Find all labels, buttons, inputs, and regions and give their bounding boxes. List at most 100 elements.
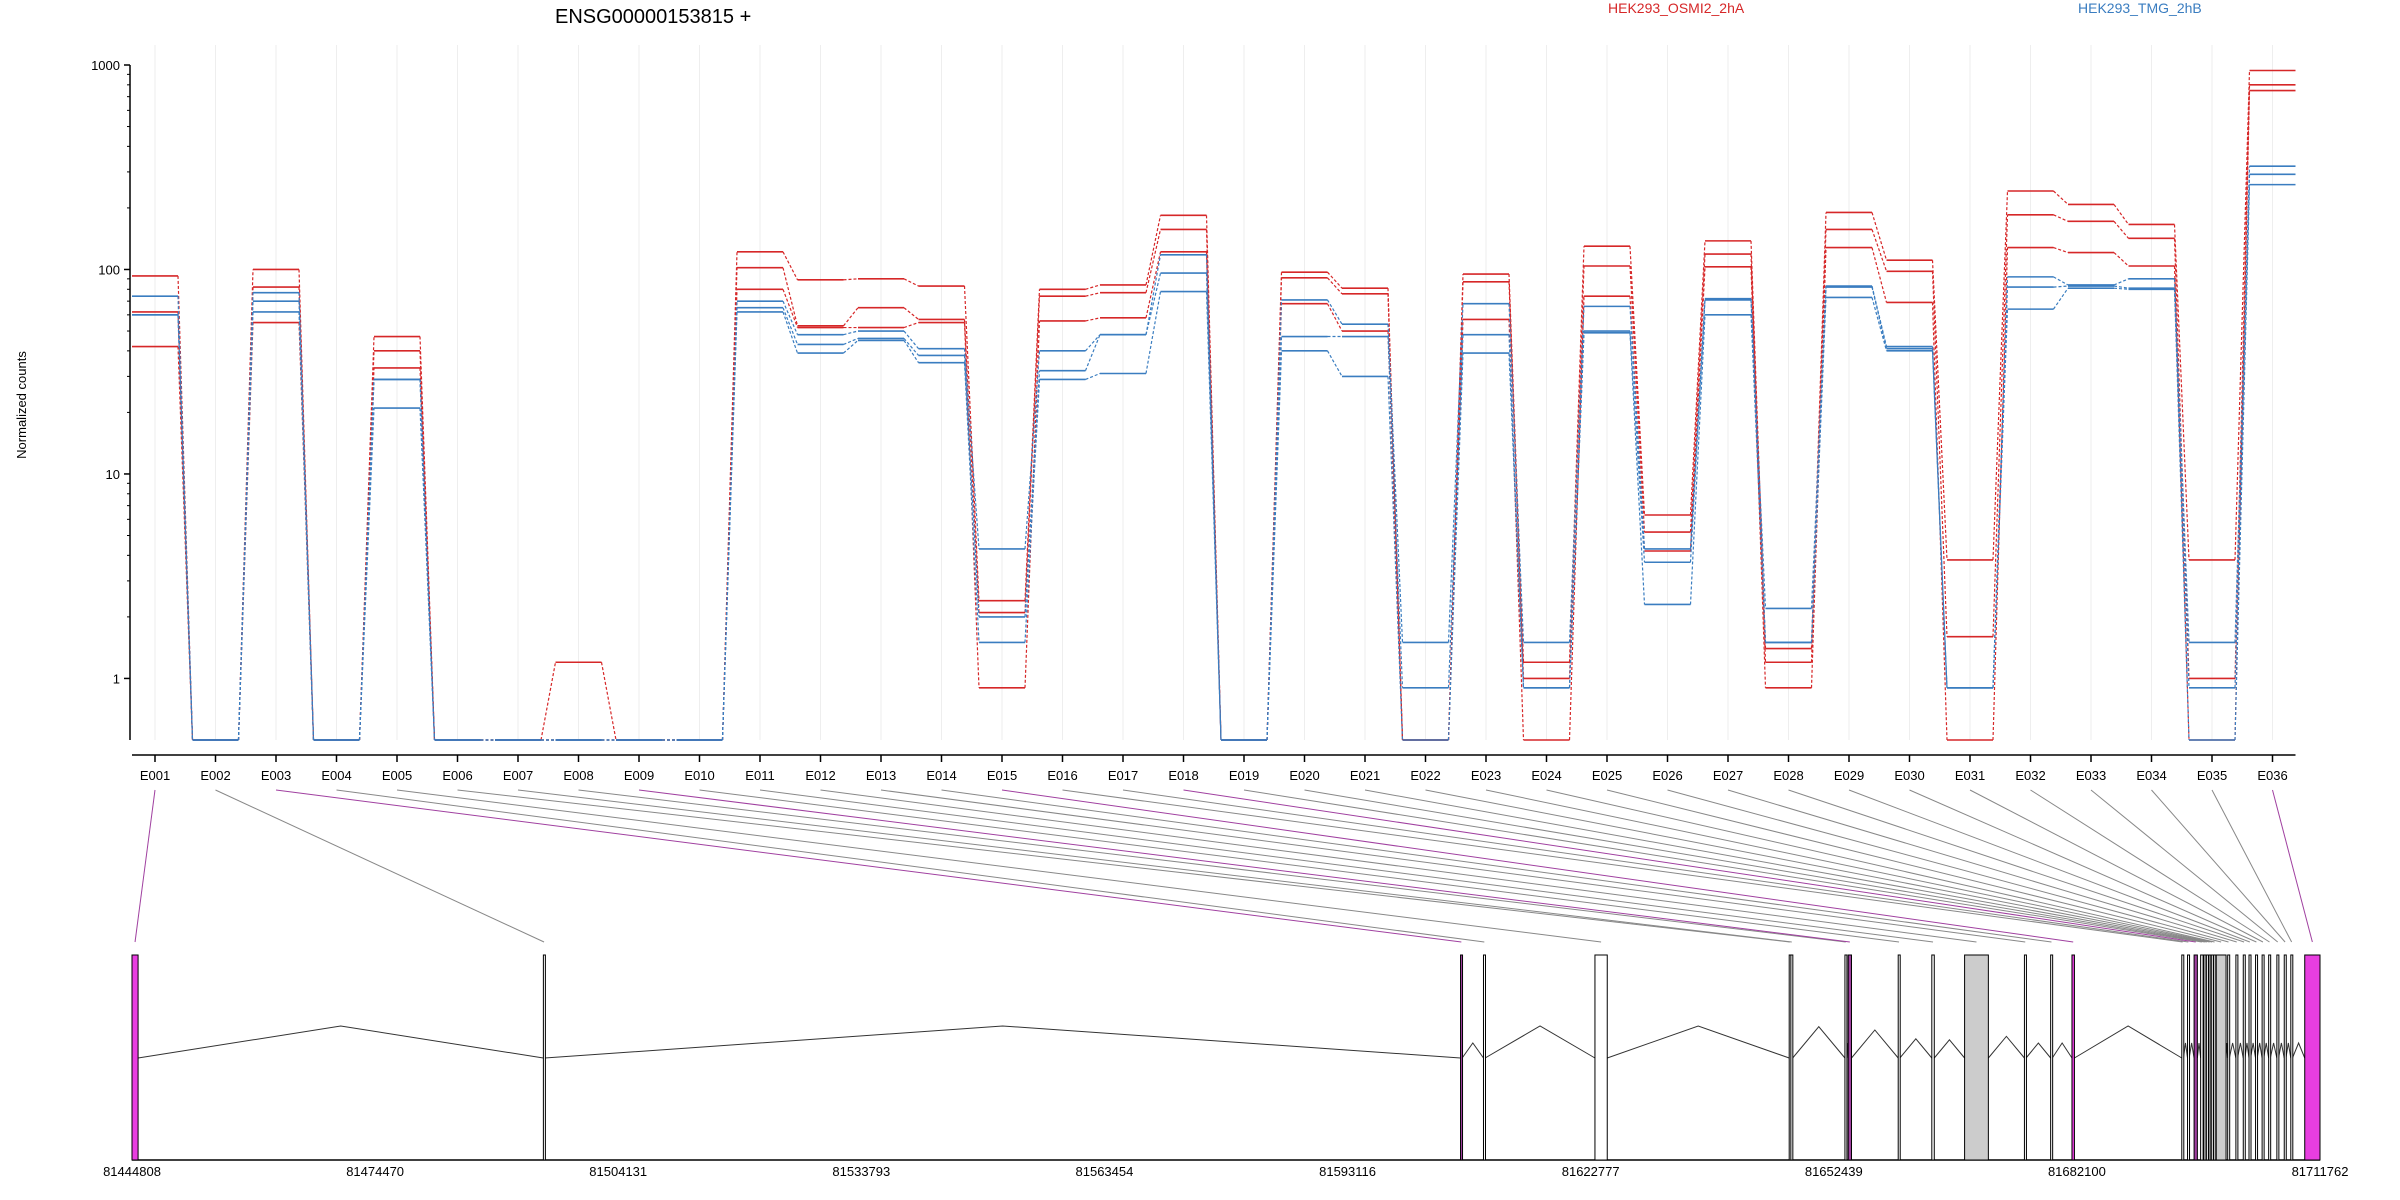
exon-box-e016: [2181, 954, 2185, 1161]
exon-connector-e018: [1183, 789, 2196, 943]
series-0-connector: [2053, 190, 2069, 205]
series-3-connector: [1447, 303, 1464, 643]
series-0-connector: [1992, 190, 2009, 560]
series-5-connector: [298, 311, 315, 741]
x-tick-label-e014: E014: [926, 768, 956, 783]
x-tick-label-e021: E021: [1350, 768, 1380, 783]
series-1-connector: [1992, 214, 2009, 637]
series-5-connector: [1266, 350, 1283, 741]
exon-connector-e011: [759, 789, 1934, 943]
coordinate-label-4: 81563454: [1076, 1164, 1134, 1179]
x-tick-label-e019: E019: [1229, 768, 1259, 783]
series-1-connector: [1689, 254, 1706, 533]
intron-line: [2291, 1041, 2306, 1059]
series-5-connector: [1326, 350, 1343, 377]
coordinate-label-1: 81474470: [346, 1164, 404, 1179]
exon-connector-e021: [1364, 789, 2207, 943]
exon-box-e001: [131, 954, 139, 1161]
series-2-connector: [2053, 246, 2069, 254]
grid-layer: [154, 45, 2273, 740]
exon-box-e020: [2203, 954, 2207, 1161]
x-tick-label-e020: E020: [1289, 768, 1319, 783]
exon-box-e021: [2205, 954, 2209, 1161]
intron-line: [544, 1025, 1461, 1059]
intron-line: [1851, 1029, 1899, 1059]
x-tick-label-e006: E006: [442, 768, 472, 783]
exon-box-e005: [1594, 954, 1608, 1161]
series-4-connector: [1629, 330, 1646, 563]
exon-connector-e007: [517, 789, 1792, 943]
exon-box-e015: [2071, 954, 2075, 1161]
series-3-connector: [1508, 303, 1525, 643]
series-5-connector: [419, 408, 436, 741]
series-0-connector: [903, 278, 919, 287]
chart-title: ENSG00000153815 +: [555, 6, 751, 28]
y-tick-label-100: 100: [98, 262, 120, 277]
exon-box-e023: [2210, 954, 2214, 1161]
x-tick-label-e025: E025: [1592, 768, 1622, 783]
series-4-connector: [1447, 334, 1464, 688]
series-2-connector: [177, 346, 194, 741]
series-0-connector: [1931, 260, 1948, 560]
exon-connector-e023: [1485, 789, 2213, 943]
x-tick-label-e034: E034: [2136, 768, 2166, 783]
x-tick-label-e015: E015: [987, 768, 1017, 783]
y-tick-label-1000: 1000: [91, 58, 120, 73]
exon-box-e008: [1844, 954, 1848, 1161]
series-5-connector: [1629, 332, 1646, 605]
series-3-connector: [1085, 334, 1101, 352]
x-tick-label-e032: E032: [2015, 768, 2045, 783]
coordinate-label-2: 81504131: [589, 1164, 647, 1179]
intron-line: [2237, 1042, 2244, 1059]
legend-label-osmi: HEK293_OSMI2_2hA: [1608, 0, 1745, 16]
series-layer: [132, 69, 2296, 741]
exon-connector-e010: [699, 789, 1900, 943]
series-0-connector: [1568, 246, 1585, 663]
series-5-connector: [1871, 297, 1888, 352]
exon-box-e025: [2215, 954, 2227, 1161]
intron-line: [2074, 1025, 2183, 1059]
exon-box-e014: [2050, 954, 2054, 1161]
series-3-connector: [843, 330, 859, 336]
series-2-connector: [903, 322, 919, 329]
series-3-connector: [2113, 278, 2129, 286]
exon-connector-e026: [1667, 789, 2229, 943]
series-4-connector: [2113, 285, 2129, 289]
exon-connector-e031: [1969, 789, 2264, 943]
gene-model: 81444808 81474470 81504131 81533793 81563454…: [103, 954, 2348, 1179]
series-0-connector: [2234, 70, 2251, 560]
series-3-connector: [963, 348, 980, 549]
y-tick-label-10: 10: [106, 467, 120, 482]
exon-box-e029: [2248, 954, 2252, 1161]
x-tick-label-e029: E029: [1834, 768, 1864, 783]
series-2-connector: [1992, 247, 2009, 741]
intron-line: [1933, 1039, 1965, 1059]
series-3-connector: [1326, 299, 1343, 325]
series-4-connector: [1871, 286, 1888, 349]
x-tick-label-e008: E008: [563, 768, 593, 783]
series-3-connector: [298, 292, 315, 741]
exon-box-e026: [2227, 954, 2231, 1161]
series-5-connector: [1568, 332, 1585, 688]
series-5-connector: [721, 311, 738, 741]
x-tick-label-e003: E003: [261, 768, 291, 783]
series-3-connector: [903, 330, 919, 350]
series-5-connector: [237, 311, 254, 741]
series-0-connector: [963, 286, 980, 601]
exon-connector-e035: [2211, 789, 2293, 943]
intron-line: [138, 1025, 544, 1059]
series-3-connector: [1145, 254, 1162, 335]
series-5-connector: [1024, 379, 1041, 643]
series-5-connector: [2113, 287, 2129, 290]
exon-box-e007: [1790, 954, 1794, 1161]
series-1-connector: [1629, 265, 1646, 533]
series-5-connector: [1508, 353, 1525, 688]
series-0-connector: [540, 662, 557, 741]
series-0-connector: [1085, 284, 1101, 290]
intron-line: [1899, 1038, 1933, 1059]
series-4-connector: [2234, 174, 2251, 688]
series-1-connector: [903, 307, 919, 320]
series-1-connector: [2173, 238, 2190, 679]
series-5-connector: [782, 311, 799, 354]
exon-connector-e022: [1425, 789, 2210, 943]
